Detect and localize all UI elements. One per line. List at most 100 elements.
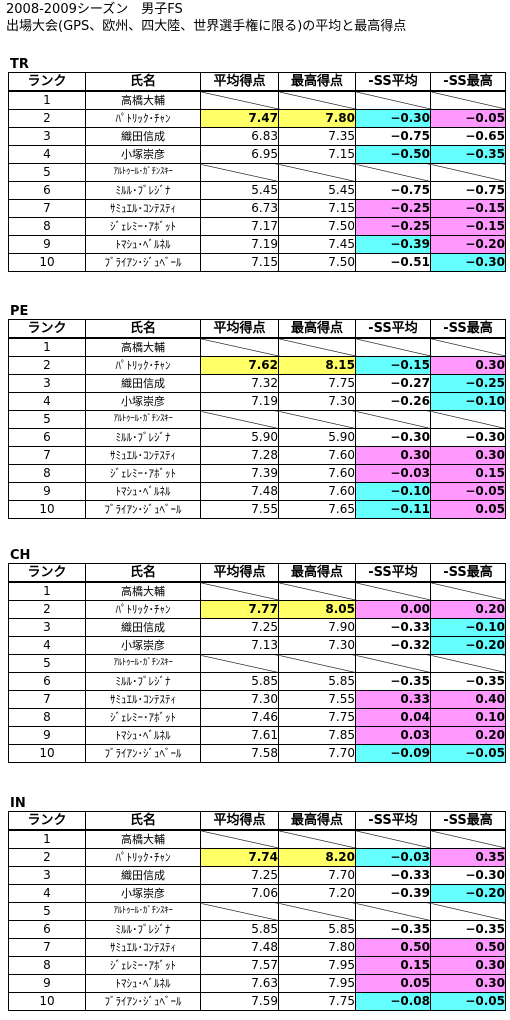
cell-ss-max: 0.15 bbox=[430, 464, 506, 483]
cell-ss-avg: −0.35 bbox=[355, 920, 431, 939]
cell-rank: 1 bbox=[8, 829, 86, 849]
cell-ss-max: −0.10 bbox=[430, 618, 506, 637]
table-row: 7 ｻﾐｭｴﾙ･ｺﾝﾃｽﾃｨ 7.28 7.60 0.30 0.30 bbox=[8, 446, 506, 465]
table-row: 7 ｻﾐｭｴﾙ･ｺﾝﾃｽﾃｨ 7.48 7.80 0.50 0.50 bbox=[8, 938, 506, 957]
cell-ss-avg: −0.33 bbox=[355, 866, 431, 885]
cell-max: 8.05 bbox=[278, 600, 356, 619]
cell-ss-max: 0.40 bbox=[430, 690, 506, 709]
column-header-name: 氏名 bbox=[85, 319, 201, 339]
cell-max: 8.20 bbox=[278, 848, 356, 867]
cell-name: ｼﾞｪﾚﾐｰ･ｱﾎﾞｯﾄ bbox=[85, 217, 201, 236]
cell-ss-avg: 0.00 bbox=[355, 600, 431, 619]
table-row: 9 ﾄﾏｼｭ･ﾍﾞﾙﾈﾙ 7.48 7.60 −0.10 −0.05 bbox=[8, 482, 506, 501]
table-row: 5 ｱﾙﾄｩｰﾙ･ｶﾞﾁﾝｽｷｰ bbox=[8, 410, 506, 429]
table-row: 8 ｼﾞｪﾚﾐｰ･ｱﾎﾞｯﾄ 7.57 7.95 0.15 0.30 bbox=[8, 956, 506, 975]
column-header-rank: ランク bbox=[8, 319, 86, 339]
column-header-max: 最高得点 bbox=[278, 319, 356, 339]
cell-avg: 7.25 bbox=[200, 866, 279, 885]
cell-ss-max: −0.05 bbox=[430, 744, 506, 763]
table-row: 10 ﾌﾞﾗｲｱﾝ･ｼﾞｭﾍﾞｰﾙ 7.59 7.75 −0.08 −0.05 bbox=[8, 992, 506, 1011]
cell-name: ﾌﾞﾗｲｱﾝ･ｼﾞｭﾍﾞｰﾙ bbox=[85, 744, 201, 763]
cell-rank: 10 bbox=[8, 744, 86, 763]
cell-ss-max: −0.35 bbox=[430, 920, 506, 939]
cell-ss-avg: −0.25 bbox=[355, 199, 431, 218]
cell-avg bbox=[200, 581, 279, 601]
cell-avg: 7.62 bbox=[200, 356, 279, 375]
table-row: 8 ｼﾞｪﾚﾐｰ･ｱﾎﾞｯﾄ 7.39 7.60 −0.03 0.15 bbox=[8, 464, 506, 483]
table-row: 3 織田信成 7.25 7.90 −0.33 −0.10 bbox=[8, 618, 506, 637]
cell-name: 高橋大輔 bbox=[85, 90, 201, 110]
cell-name: ﾊﾟﾄﾘｯｸ･ﾁｬﾝ bbox=[85, 848, 201, 867]
column-header-ss-avg: -SS平均 bbox=[355, 319, 431, 339]
cell-ss-avg: 0.05 bbox=[355, 974, 431, 993]
cell-rank: 5 bbox=[8, 163, 86, 182]
cell-name: ｼﾞｪﾚﾐｰ･ｱﾎﾞｯﾄ bbox=[85, 956, 201, 975]
table-row: 10 ﾌﾞﾗｲｱﾝ･ｼﾞｭﾍﾞｰﾙ 7.55 7.65 −0.11 0.05 bbox=[8, 500, 506, 519]
cell-max: 7.55 bbox=[278, 690, 356, 709]
cell-avg: 6.95 bbox=[200, 145, 279, 164]
cell-max: 7.65 bbox=[278, 500, 356, 519]
cell-name: ﾌﾞﾗｲｱﾝ･ｼﾞｭﾍﾞｰﾙ bbox=[85, 992, 201, 1011]
cell-ss-max: −0.10 bbox=[430, 392, 506, 411]
score-table-tr: ランク 氏名 平均得点 最高得点 -SS平均 -SS最高 1 高橋大輔 2 ﾊﾟﾄﾘｯｸ･ﾁｬﾝ 7… bbox=[8, 72, 506, 272]
cell-rank: 4 bbox=[8, 392, 86, 411]
cell-ss-avg: −0.09 bbox=[355, 744, 431, 763]
table-row: 10 ﾌﾞﾗｲｱﾝ･ｼﾞｭﾍﾞｰﾙ 7.58 7.70 −0.09 −0.05 bbox=[8, 744, 506, 763]
cell-rank: 2 bbox=[8, 109, 86, 128]
section-label-ch: CH bbox=[10, 548, 31, 563]
table-row: 5 ｱﾙﾄｩｰﾙ･ｶﾞﾁﾝｽｷｰ bbox=[8, 163, 506, 182]
column-header-ss-max: -SS最高 bbox=[430, 811, 506, 831]
cell-max: 7.60 bbox=[278, 446, 356, 465]
table-row: 4 小塚崇彦 7.06 7.20 −0.39 −0.20 bbox=[8, 884, 506, 903]
cell-ss-avg: −0.30 bbox=[355, 109, 431, 128]
table-row: 2 ﾊﾟﾄﾘｯｸ･ﾁｬﾝ 7.62 8.15 −0.15 0.30 bbox=[8, 356, 506, 375]
cell-max: 7.75 bbox=[278, 992, 356, 1011]
page-title: 2008-2009シーズン 男子FS bbox=[6, 2, 183, 17]
cell-rank: 6 bbox=[8, 181, 86, 200]
cell-rank: 1 bbox=[8, 90, 86, 110]
cell-ss-max: −0.30 bbox=[430, 428, 506, 447]
cell-rank: 10 bbox=[8, 500, 86, 519]
cell-name: ｻﾐｭｴﾙ･ｺﾝﾃｽﾃｨ bbox=[85, 446, 201, 465]
section-label-pe: PE bbox=[10, 304, 29, 319]
cell-rank: 7 bbox=[8, 938, 86, 957]
cell-max: 7.30 bbox=[278, 636, 356, 655]
cell-ss-avg: 0.33 bbox=[355, 690, 431, 709]
cell-ss-max: −0.65 bbox=[430, 127, 506, 146]
cell-ss-avg: 0.50 bbox=[355, 938, 431, 957]
cell-rank: 1 bbox=[8, 581, 86, 601]
cell-name: 小塚崇彦 bbox=[85, 392, 201, 411]
cell-ss-max: 0.35 bbox=[430, 848, 506, 867]
cell-ss-avg: −0.26 bbox=[355, 392, 431, 411]
column-header-ss-avg: -SS平均 bbox=[355, 811, 431, 831]
cell-rank: 7 bbox=[8, 199, 86, 218]
cell-max bbox=[278, 163, 356, 182]
cell-name: 高橋大輔 bbox=[85, 337, 201, 357]
table-row: 9 ﾄﾏｼｭ･ﾍﾞﾙﾈﾙ 7.61 7.85 0.03 0.20 bbox=[8, 726, 506, 745]
cell-ss-avg: −0.39 bbox=[355, 884, 431, 903]
cell-ss-avg: −0.33 bbox=[355, 618, 431, 637]
cell-name: ｱﾙﾄｩｰﾙ･ｶﾞﾁﾝｽｷｰ bbox=[85, 163, 201, 182]
cell-ss-max: −0.05 bbox=[430, 109, 506, 128]
cell-max bbox=[278, 902, 356, 921]
column-header-ss-max: -SS最高 bbox=[430, 563, 506, 583]
cell-name: 織田信成 bbox=[85, 127, 201, 146]
cell-ss-avg: −0.27 bbox=[355, 374, 431, 393]
cell-avg: 6.83 bbox=[200, 127, 279, 146]
table-row: 5 ｱﾙﾄｩｰﾙ･ｶﾞﾁﾝｽｷｰ bbox=[8, 902, 506, 921]
table-row: 8 ｼﾞｪﾚﾐｰ･ｱﾎﾞｯﾄ 7.46 7.75 0.04 0.10 bbox=[8, 708, 506, 727]
column-header-max: 最高得点 bbox=[278, 811, 356, 831]
cell-avg: 7.61 bbox=[200, 726, 279, 745]
cell-ss-avg: −0.51 bbox=[355, 253, 431, 272]
cell-rank: 8 bbox=[8, 956, 86, 975]
cell-avg: 7.28 bbox=[200, 446, 279, 465]
cell-max: 7.15 bbox=[278, 145, 356, 164]
cell-avg: 7.48 bbox=[200, 938, 279, 957]
cell-max bbox=[278, 581, 356, 601]
cell-name: ｻﾐｭｴﾙ･ｺﾝﾃｽﾃｨ bbox=[85, 938, 201, 957]
table-row: 1 高橋大輔 bbox=[8, 337, 506, 357]
cell-avg: 7.32 bbox=[200, 374, 279, 393]
table-row: 6 ﾐﾙﾙ･ﾌﾞﾚｼﾞﾅ 5.85 5.85 −0.35 −0.35 bbox=[8, 672, 506, 691]
cell-avg bbox=[200, 654, 279, 673]
cell-ss-avg: −0.08 bbox=[355, 992, 431, 1011]
